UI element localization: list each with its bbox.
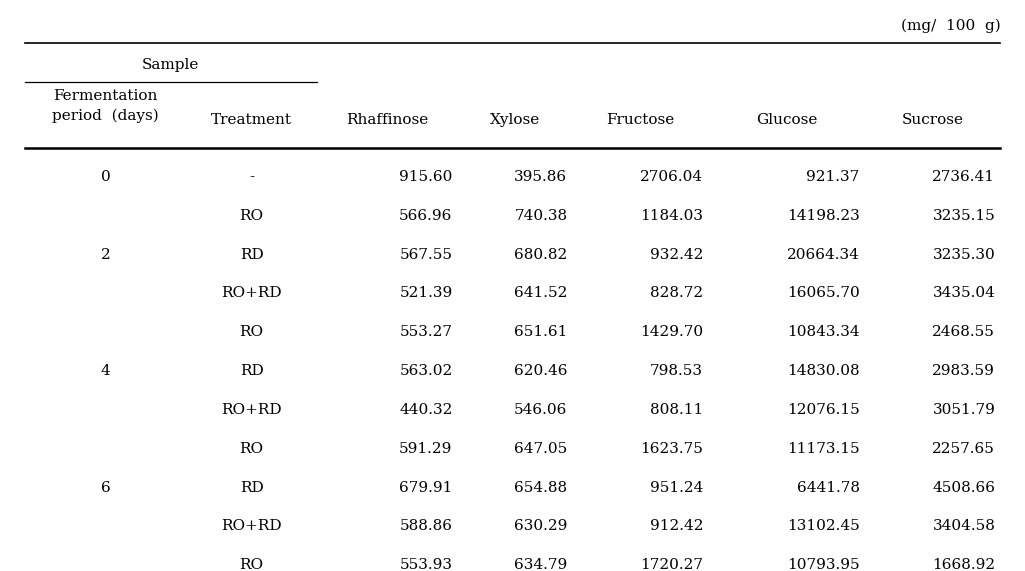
Text: 932.42: 932.42 xyxy=(650,248,703,262)
Text: RD: RD xyxy=(240,248,263,262)
Text: 13102.45: 13102.45 xyxy=(787,520,860,533)
Text: 680.82: 680.82 xyxy=(515,248,568,262)
Text: 740.38: 740.38 xyxy=(515,209,568,223)
Text: Sucrose: Sucrose xyxy=(902,113,964,127)
Text: 808.11: 808.11 xyxy=(650,403,703,417)
Text: 630.29: 630.29 xyxy=(514,520,568,533)
Text: 553.27: 553.27 xyxy=(400,325,453,339)
Text: 0: 0 xyxy=(100,170,111,184)
Text: Rhaffinose: Rhaffinose xyxy=(346,113,428,127)
Text: RO: RO xyxy=(240,558,263,571)
Text: 1184.03: 1184.03 xyxy=(640,209,703,223)
Text: 14198.23: 14198.23 xyxy=(787,209,860,223)
Text: 2468.55: 2468.55 xyxy=(933,325,995,339)
Text: 566.96: 566.96 xyxy=(399,209,453,223)
Text: 2706.04: 2706.04 xyxy=(640,170,703,184)
Text: RO+RD: RO+RD xyxy=(221,520,282,533)
Text: 3051.79: 3051.79 xyxy=(933,403,995,417)
Text: 16065.70: 16065.70 xyxy=(787,287,860,300)
Text: 546.06: 546.06 xyxy=(514,403,568,417)
Text: 1720.27: 1720.27 xyxy=(640,558,703,571)
Text: 3435.04: 3435.04 xyxy=(933,287,995,300)
Text: Fructose: Fructose xyxy=(606,113,674,127)
Text: 20664.34: 20664.34 xyxy=(787,248,860,262)
Text: 951.24: 951.24 xyxy=(650,481,703,494)
Text: 2736.41: 2736.41 xyxy=(933,170,995,184)
Text: 1623.75: 1623.75 xyxy=(641,442,703,456)
Text: 4: 4 xyxy=(100,364,111,378)
Text: 2983.59: 2983.59 xyxy=(933,364,995,378)
Text: 440.32: 440.32 xyxy=(399,403,453,417)
Text: 6: 6 xyxy=(100,481,111,494)
Text: 1668.92: 1668.92 xyxy=(932,558,995,571)
Text: 620.46: 620.46 xyxy=(514,364,568,378)
Text: RO+RD: RO+RD xyxy=(221,403,282,417)
Text: Treatment: Treatment xyxy=(211,113,292,127)
Text: 2257.65: 2257.65 xyxy=(933,442,995,456)
Text: 4508.66: 4508.66 xyxy=(933,481,995,494)
Text: 591.29: 591.29 xyxy=(399,442,453,456)
Text: RD: RD xyxy=(240,481,263,494)
Text: 654.88: 654.88 xyxy=(515,481,568,494)
Text: 11173.15: 11173.15 xyxy=(787,442,860,456)
Text: 588.86: 588.86 xyxy=(400,520,453,533)
Text: RO: RO xyxy=(240,209,263,223)
Text: 912.42: 912.42 xyxy=(650,520,703,533)
Text: 651.61: 651.61 xyxy=(514,325,568,339)
Text: 521.39: 521.39 xyxy=(400,287,453,300)
Text: Glucose: Glucose xyxy=(755,113,817,127)
Text: 14830.08: 14830.08 xyxy=(787,364,860,378)
Text: RO: RO xyxy=(240,442,263,456)
Text: 915.60: 915.60 xyxy=(399,170,453,184)
Text: 10843.34: 10843.34 xyxy=(787,325,860,339)
Text: 641.52: 641.52 xyxy=(514,287,568,300)
Text: 1429.70: 1429.70 xyxy=(640,325,703,339)
Text: 798.53: 798.53 xyxy=(650,364,703,378)
Text: 2: 2 xyxy=(100,248,111,262)
Text: 921.37: 921.37 xyxy=(807,170,860,184)
Text: Sample: Sample xyxy=(142,58,200,71)
Text: 553.93: 553.93 xyxy=(400,558,453,571)
Text: 567.55: 567.55 xyxy=(400,248,453,262)
Text: RO: RO xyxy=(240,325,263,339)
Text: 647.05: 647.05 xyxy=(515,442,568,456)
Text: (mg/  100  g): (mg/ 100 g) xyxy=(901,18,1000,33)
Text: 12076.15: 12076.15 xyxy=(787,403,860,417)
Text: 828.72: 828.72 xyxy=(650,287,703,300)
Text: 395.86: 395.86 xyxy=(515,170,568,184)
Text: Fermentation
period  (days): Fermentation period (days) xyxy=(52,89,159,123)
Text: 3235.15: 3235.15 xyxy=(933,209,995,223)
Text: Xylose: Xylose xyxy=(490,113,540,127)
Text: 10793.95: 10793.95 xyxy=(787,558,860,571)
Text: 563.02: 563.02 xyxy=(400,364,453,378)
Text: 3404.58: 3404.58 xyxy=(933,520,995,533)
Text: 6441.78: 6441.78 xyxy=(796,481,860,494)
Text: -: - xyxy=(249,170,254,184)
Text: 634.79: 634.79 xyxy=(515,558,568,571)
Text: RO+RD: RO+RD xyxy=(221,287,282,300)
Text: 3235.30: 3235.30 xyxy=(933,248,995,262)
Text: 679.91: 679.91 xyxy=(399,481,453,494)
Text: RD: RD xyxy=(240,364,263,378)
